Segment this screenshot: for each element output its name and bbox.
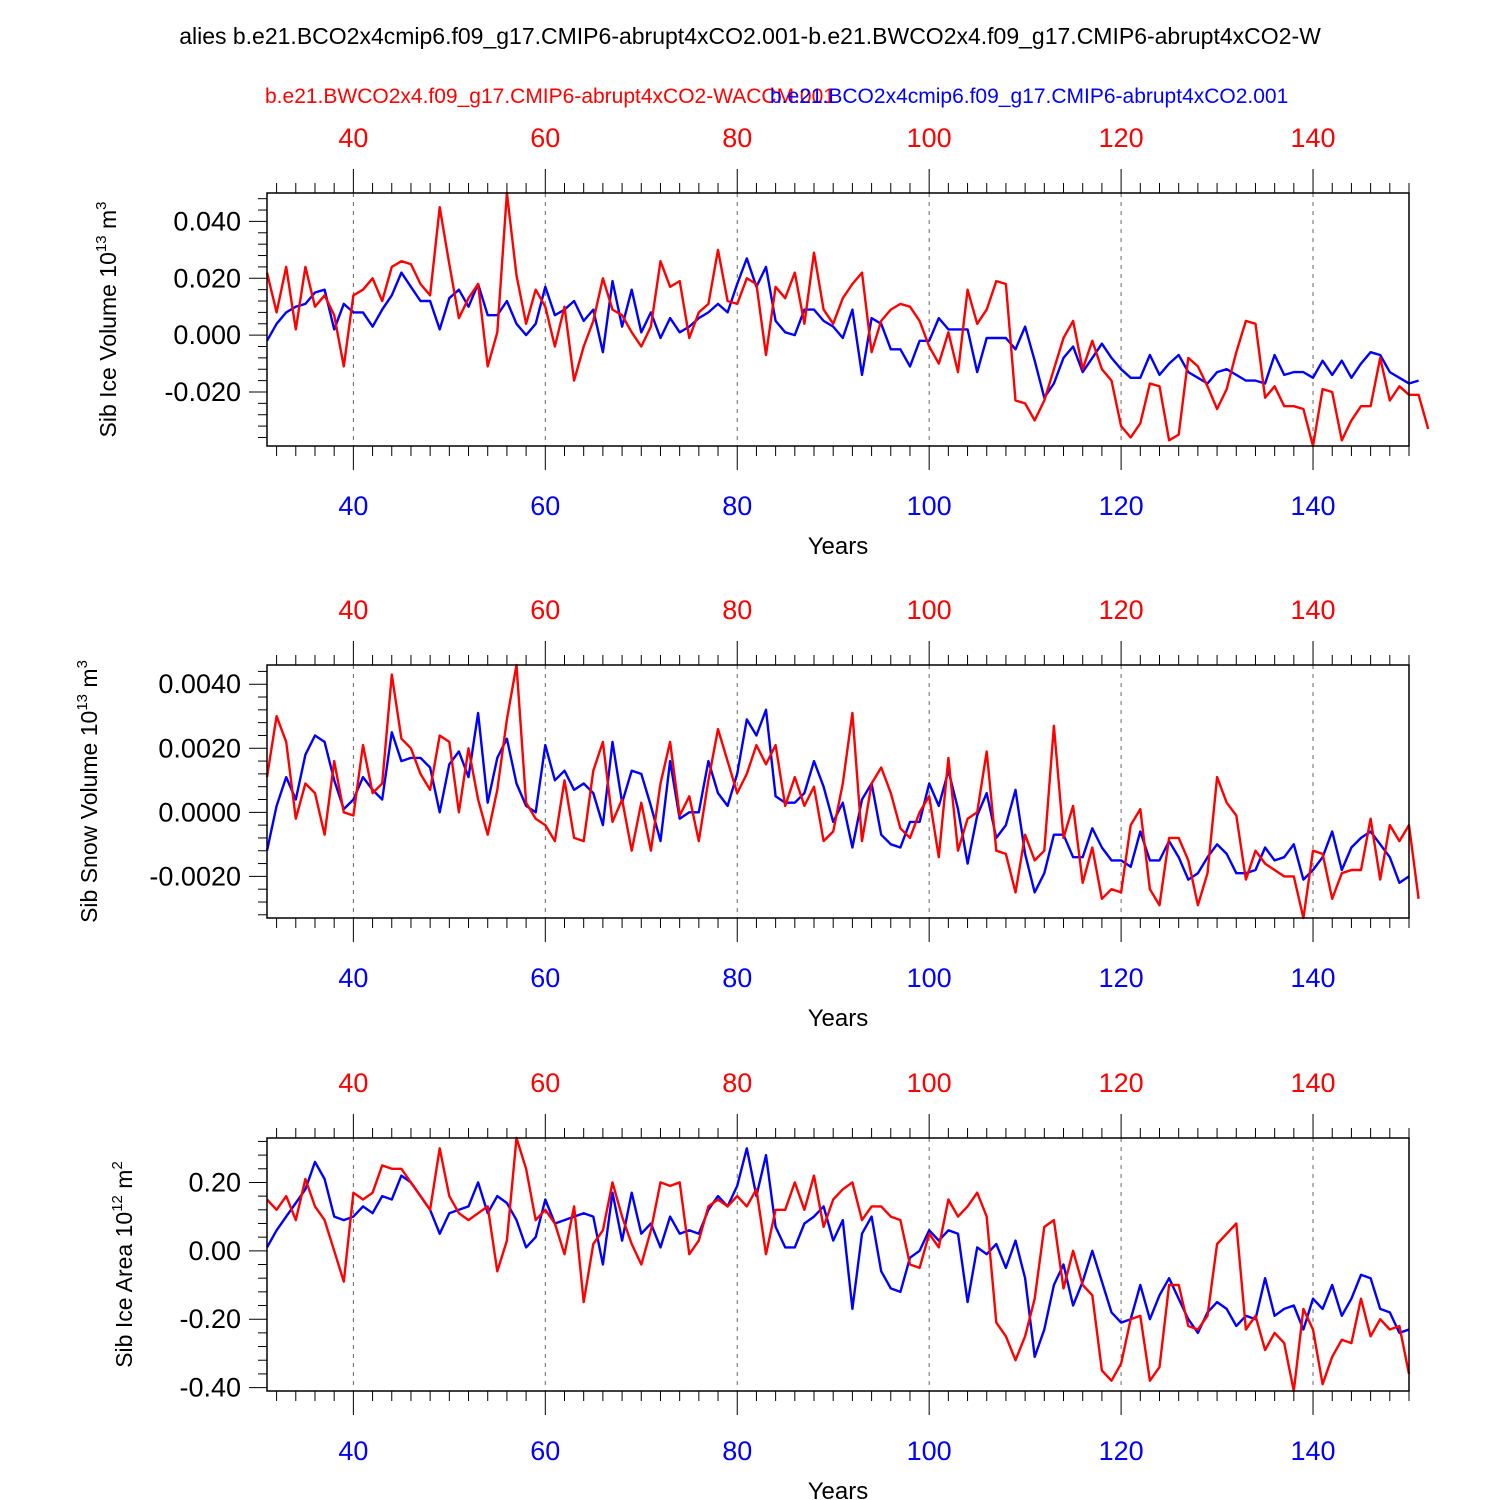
x-tick-label-top: 80 — [722, 123, 752, 153]
legend-blue-label: b.e21.BCO2x4cmip6.f09_g17.CMIP6-abrupt4x… — [770, 85, 1288, 108]
x-tick-label-top: 60 — [530, 1068, 560, 1098]
y-tick-label: 0.20 — [188, 1167, 241, 1197]
series-line-red — [265, 663, 1420, 920]
y-axis-label: Sib Ice Volume 1013 m3 — [93, 202, 121, 438]
x-tick-label-top: 40 — [338, 1068, 368, 1098]
y-tick-label: -0.20 — [179, 1304, 241, 1334]
y-axis-label-text: Sib Snow Volume 10 — [76, 711, 102, 923]
chart-panel-3: 40 40 60 60 80 80 100 100 120 120 140 140 -0.40 -0.20… — [109, 1068, 1411, 1500]
y-axis-label-text: Sib Ice Area 10 — [111, 1212, 137, 1368]
y-axis-label-exponent: 12 — [109, 1195, 126, 1212]
y-tick-label: 0.000 — [173, 320, 241, 350]
x-tick-label-top: 60 — [530, 123, 560, 153]
chart-panel-1: 40 40 60 60 80 80 100 100 120 120 140 140 -0.020 0.00… — [93, 123, 1430, 560]
y-axis-label: Sib Snow Volume 1013 m3 — [74, 660, 102, 923]
y-axis-label-unit: m — [111, 1170, 137, 1196]
plot-frame — [266, 664, 1410, 919]
x-tick-label-bottom: 60 — [530, 491, 560, 521]
series-line-blue — [265, 1147, 1410, 1359]
x-tick-label-bottom: 140 — [1291, 963, 1336, 993]
x-tick-label-bottom: 100 — [907, 1436, 952, 1466]
y-tick-label: -0.0020 — [149, 861, 241, 891]
x-tick-label-top: 120 — [1099, 123, 1144, 153]
legend-red-label: b.e21.BWCO2x4.f09_g17.CMIP6-abrupt4xCO2-… — [265, 85, 835, 108]
x-tick-label-top: 100 — [907, 595, 952, 625]
panels: 40 40 60 60 80 80 100 100 120 120 140 140 -0.020 0.00… — [74, 123, 1430, 1500]
plot-frame — [266, 192, 1410, 447]
x-tick-label-top: 80 — [722, 1068, 752, 1098]
x-tick-label-bottom: 60 — [530, 1436, 560, 1466]
y-tick-label: -0.40 — [179, 1373, 241, 1403]
x-tick-label-bottom: 100 — [907, 491, 952, 521]
x-axis-label: Years — [808, 1005, 869, 1032]
y-axis-label-exponent: 13 — [93, 235, 110, 252]
y-axis-label-unit: m — [76, 668, 102, 694]
series-line-blue — [265, 257, 1419, 399]
series-line-red — [265, 191, 1430, 448]
y-axis-label-unit-exponent: 3 — [93, 202, 110, 210]
x-tick-label-bottom: 80 — [722, 963, 752, 993]
x-axis-label: Years — [808, 1478, 869, 1500]
x-tick-label-bottom: 120 — [1099, 1436, 1144, 1466]
series-line-red — [266, 1136, 1411, 1393]
y-tick-label: 0.00 — [188, 1236, 241, 1266]
x-tick-label-bottom: 120 — [1099, 963, 1144, 993]
y-axis-label-unit-exponent: 3 — [74, 660, 91, 668]
y-tick-label: 0.0040 — [158, 669, 241, 699]
x-tick-label-bottom: 80 — [722, 1436, 752, 1466]
y-tick-label: 0.040 — [173, 206, 241, 236]
x-tick-label-bottom: 40 — [338, 1436, 368, 1466]
y-axis-label-unit: m — [95, 210, 121, 236]
x-tick-label-bottom: 40 — [338, 963, 368, 993]
x-tick-label-top: 100 — [907, 1068, 952, 1098]
x-tick-label-top: 140 — [1291, 123, 1336, 153]
x-tick-label-top: 80 — [722, 595, 752, 625]
x-tick-label-bottom: 100 — [907, 963, 952, 993]
x-tick-label-top: 40 — [338, 123, 368, 153]
x-tick-label-bottom: 140 — [1291, 491, 1336, 521]
x-tick-label-bottom: 80 — [722, 491, 752, 521]
x-axis-label: Years — [808, 533, 869, 560]
y-axis-label-text: Sib Ice Volume 10 — [95, 252, 121, 437]
x-tick-label-bottom: 60 — [530, 963, 560, 993]
x-tick-label-bottom: 120 — [1099, 491, 1144, 521]
y-tick-label: 0.0020 — [158, 733, 241, 763]
y-axis-label: Sib Ice Area 1012 m2 — [109, 1161, 137, 1368]
y-axis-label-exponent: 13 — [74, 694, 91, 711]
x-tick-label-top: 40 — [338, 595, 368, 625]
x-tick-label-top: 140 — [1291, 595, 1336, 625]
x-tick-label-top: 140 — [1291, 1068, 1336, 1098]
plot-frame — [266, 1137, 1410, 1392]
chart-panel-2: 40 40 60 60 80 80 100 100 120 120 140 140 -0.0020 0.0… — [74, 595, 1420, 1032]
x-tick-label-top: 60 — [530, 595, 560, 625]
y-tick-label: -0.020 — [164, 377, 241, 407]
x-tick-label-bottom: 40 — [338, 491, 368, 521]
figure-title: alies b.e21.BCO2x4cmip6.f09_g17.CMIP6-ab… — [179, 23, 1321, 49]
x-tick-label-top: 100 — [907, 123, 952, 153]
y-axis-label-unit-exponent: 2 — [109, 1161, 126, 1169]
x-tick-label-bottom: 140 — [1291, 1436, 1336, 1466]
x-tick-label-top: 120 — [1099, 595, 1144, 625]
y-tick-label: 0.020 — [173, 263, 241, 293]
x-tick-label-top: 120 — [1099, 1068, 1144, 1098]
y-tick-label: 0.0000 — [158, 797, 241, 827]
